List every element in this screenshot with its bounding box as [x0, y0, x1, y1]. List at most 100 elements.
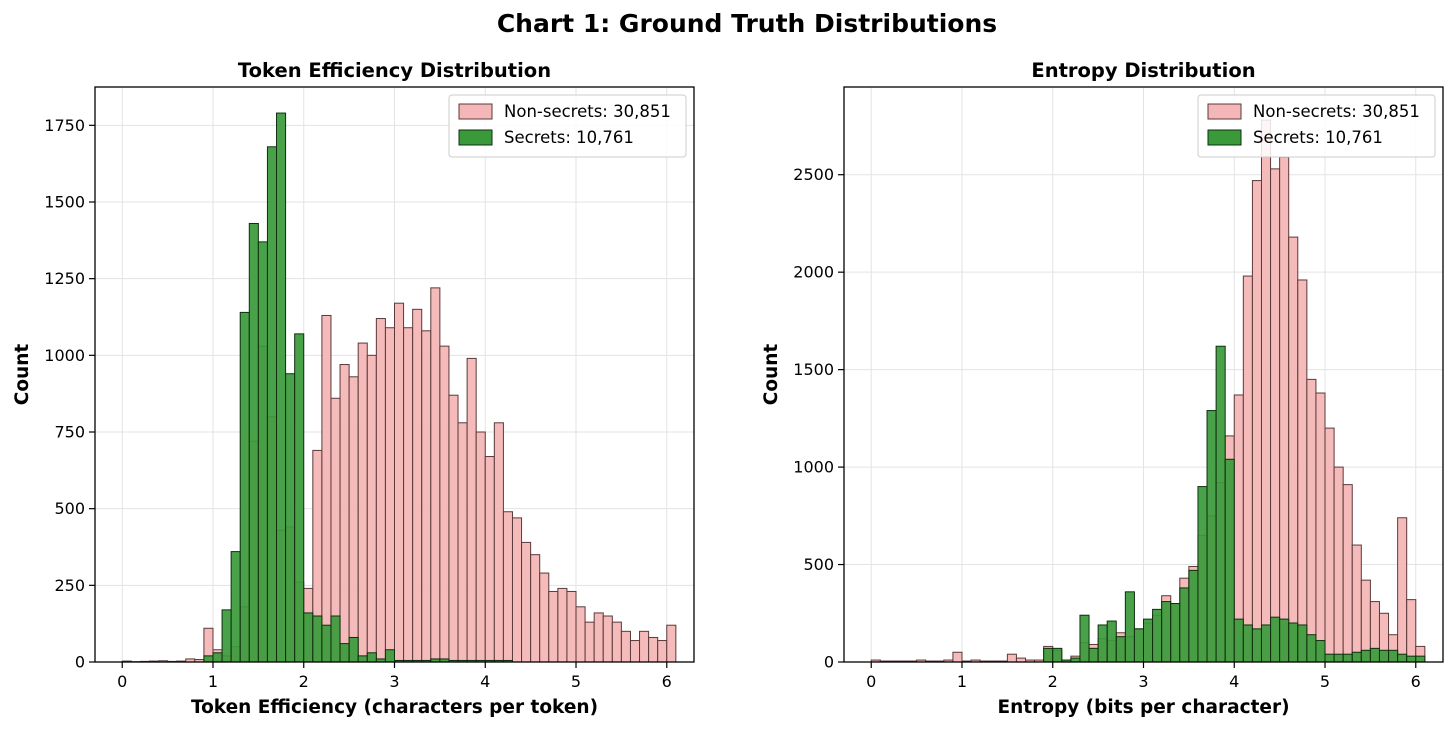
secrets-bar — [1215, 345, 1226, 663]
nonsecrets-bar — [639, 630, 650, 663]
secrets-bar — [203, 655, 214, 663]
secrets-bar — [230, 551, 241, 663]
nonsecrets-bar — [457, 422, 468, 663]
secrets-bar — [1188, 569, 1199, 663]
secrets-bar — [1170, 603, 1181, 663]
secrets-series — [203, 112, 513, 663]
nonsecrets-bar — [493, 422, 504, 663]
secrets-bar — [1415, 655, 1426, 663]
nonsecrets-bar — [339, 364, 350, 663]
nonsecrets-bar — [484, 456, 495, 663]
y-axis-label: Count — [761, 344, 782, 406]
nonsecrets-bar — [611, 621, 622, 663]
y-tick-label: 1000 — [44, 346, 85, 365]
figure-title: Chart 1: Ground Truth Distributions — [497, 9, 997, 38]
nonsecrets-bar — [1306, 378, 1317, 663]
x-tick-label: 0 — [866, 672, 876, 691]
secrets-bar — [1079, 614, 1090, 663]
secrets-bar — [221, 609, 232, 663]
secrets-bar — [1043, 647, 1054, 663]
secrets-bar — [1224, 458, 1235, 663]
nonsecrets-bar — [548, 590, 559, 663]
nonsecrets-bar — [1324, 427, 1335, 663]
nonsecrets-bar — [575, 606, 586, 663]
y-tick-label: 1250 — [44, 269, 85, 288]
nonsecrets-bar — [566, 590, 577, 663]
nonsecrets-bar — [375, 318, 386, 663]
secrets-bar — [1179, 587, 1190, 663]
nonsecrets-bar — [1279, 156, 1290, 663]
legend-box — [1197, 94, 1436, 158]
legend-box — [448, 94, 687, 158]
secrets-bar — [1106, 620, 1117, 663]
x-tick-label: 2 — [299, 672, 309, 691]
secrets-bar — [1115, 636, 1126, 663]
secrets-bar — [1052, 647, 1063, 663]
secrets-bar — [1161, 601, 1172, 663]
nonsecrets-bar — [421, 330, 432, 663]
secrets-bar — [1369, 647, 1380, 663]
secrets-bar — [1206, 410, 1217, 663]
nonsecrets-bar — [366, 354, 377, 663]
token-efficiency-chart: 0 1 2 3 4 5 6 0 250 500 750 1000 1250 1500 1750 Token E… — [12, 59, 695, 718]
secrets-bar — [1133, 628, 1144, 663]
nonsecrets-bar — [1251, 180, 1262, 663]
secrets-bar — [321, 624, 332, 663]
chart-title: Token Efficiency Distribution — [238, 59, 551, 82]
secrets-bar — [276, 112, 287, 663]
secrets-bar — [239, 311, 250, 663]
x-tick-label: 3 — [389, 672, 399, 691]
secrets-bar — [1124, 591, 1135, 663]
nonsecrets-bar — [952, 651, 963, 663]
nonsecrets-bar — [412, 308, 423, 663]
nonsecrets-bar — [557, 587, 568, 663]
secrets-bar — [257, 241, 268, 663]
nonsecrets-bar — [648, 636, 659, 663]
nonsecrets-legend-label: Non-secrets: 30,851 — [1253, 102, 1420, 121]
secrets-bar — [384, 649, 396, 663]
y-tick-label: 1500 — [44, 193, 85, 212]
secrets-bar — [1397, 653, 1408, 663]
nonsecrets-series — [121, 287, 677, 663]
secrets-bar — [248, 222, 259, 663]
x-tick-label: 3 — [1138, 672, 1148, 691]
nonsecrets-bar — [403, 327, 414, 663]
y-tick-label: 0 — [824, 653, 834, 672]
nonsecrets-bar — [1351, 544, 1362, 663]
secrets-bar — [1197, 486, 1208, 663]
nonsecrets-bar — [384, 327, 396, 663]
y-tick-label: 750 — [54, 423, 85, 442]
y-tick-label: 1750 — [44, 116, 85, 135]
secrets-bar — [312, 615, 323, 663]
nonsecrets-bar — [430, 287, 441, 663]
secrets-bar — [1088, 647, 1099, 663]
nonsecrets-legend-swatch — [1207, 103, 1242, 120]
nonsecrets-bar — [539, 572, 550, 663]
nonsecrets-bar — [657, 640, 668, 663]
secrets-legend-swatch — [1207, 129, 1242, 146]
x-tick-label: 1 — [208, 672, 218, 691]
nonsecrets-bar — [666, 624, 677, 663]
nonsecrets-bar — [1297, 279, 1308, 663]
secrets-bar — [1360, 649, 1371, 663]
entropy-chart: 0 1 2 3 4 5 6 0 500 1000 1500 2000 2500 Entropy Distr… — [761, 59, 1444, 718]
y-tick-label: 2500 — [793, 165, 834, 184]
nonsecrets-bar — [584, 621, 595, 663]
secrets-bar — [1251, 628, 1262, 663]
legend: Non-secrets: 30,851 Secrets: 10,761 — [1197, 94, 1436, 158]
x-tick-label: 6 — [662, 672, 672, 691]
x-axis-label: Token Efficiency (characters per token) — [191, 697, 598, 718]
y-tick-label: 1500 — [793, 360, 834, 379]
secrets-bar — [366, 652, 377, 663]
nonsecrets-bar — [593, 612, 604, 663]
nonsecrets-bar — [1260, 119, 1272, 663]
secrets-bar — [339, 643, 350, 663]
secrets-bar — [1406, 655, 1417, 663]
nonsecrets-bar — [348, 376, 359, 663]
secrets-bar — [1342, 653, 1353, 663]
secrets-bar — [330, 615, 341, 663]
x-tick-label: 2 — [1048, 672, 1058, 691]
secrets-legend-label: Secrets: 10,761 — [504, 128, 634, 147]
x-axis-label: Entropy (bits per character) — [997, 697, 1289, 718]
